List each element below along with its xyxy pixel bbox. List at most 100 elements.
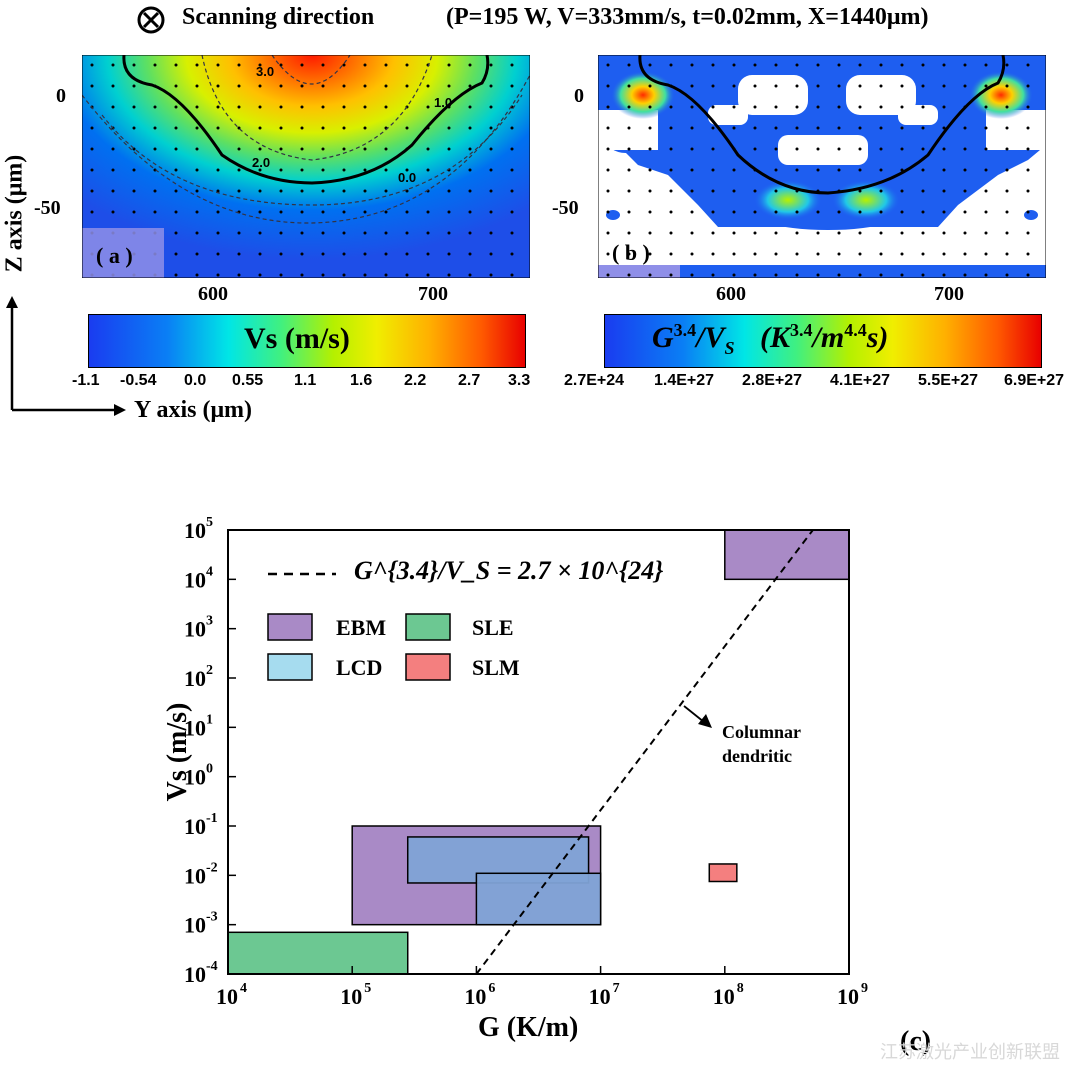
panel-b-colorbar xyxy=(604,314,1042,368)
panel-b-xtick-600: 600 xyxy=(716,283,746,305)
x-tick-label: 10 xyxy=(713,984,735,1009)
cb-b-title-mid: /V xyxy=(696,321,725,354)
cb-a-tick: 0.0 xyxy=(184,372,207,389)
panel-a-ytick-50: -50 xyxy=(34,197,61,219)
y-tick-label: 10 xyxy=(184,913,206,938)
cb-a-tick: 0.55 xyxy=(232,372,264,389)
x-tick-label: 10 xyxy=(589,984,611,1009)
process-parameters: (P=195 W, V=333mm/s, t=0.02mm, X=1440μm) xyxy=(446,4,929,30)
cb-a-tick: 1.1 xyxy=(294,372,317,389)
panel-a-heatmap xyxy=(82,55,530,278)
cb-b-tick: 5.5E+27 xyxy=(918,372,979,389)
y-tick-label: 10 xyxy=(184,617,206,642)
legend-line-label: G^{3.4}/V_S = 2.7 × 10^{24} xyxy=(354,556,663,586)
y-tick-exp: -4 xyxy=(206,959,218,974)
legend-sle-swatch xyxy=(405,613,451,641)
cb-a-tick: 2.2 xyxy=(404,372,427,389)
x-tick-exp: 4 xyxy=(240,981,247,996)
region-ebm xyxy=(724,529,850,581)
region-slm xyxy=(708,863,738,883)
legend-lcd-swatch xyxy=(267,653,313,681)
annotation-arrow-head xyxy=(698,714,712,728)
panel-b-heatmap xyxy=(598,55,1046,278)
plot-frame xyxy=(227,529,850,975)
cb-b-title-unit-mid: /m xyxy=(812,321,845,354)
y-tick-exp: -1 xyxy=(206,811,218,826)
x-tick-exp: 5 xyxy=(364,981,371,996)
cb-a-tick: 1.6 xyxy=(350,372,373,389)
panel-a-xtick-600: 600 xyxy=(198,283,228,305)
y-tick-label: 10 xyxy=(184,765,206,790)
annotation-columnar: Columnar xyxy=(722,722,802,742)
x-tick-exp: 6 xyxy=(488,981,495,996)
y-axis-label: Y axis (μm) xyxy=(134,397,253,423)
panel-c-xlabel: G (K/m) xyxy=(478,1012,579,1043)
cb-b-tick: 1.4E+27 xyxy=(654,372,715,389)
panel-a-xtick-700: 700 xyxy=(418,283,448,305)
region-lcd xyxy=(475,872,602,926)
y-tick-exp: 5 xyxy=(206,515,213,530)
y-tick-label: 10 xyxy=(184,518,206,543)
y-tick-label: 10 xyxy=(184,715,206,740)
cb-b-title-sub: S xyxy=(724,338,735,358)
panel-c-ylabel: Vs (m/s) xyxy=(162,702,193,802)
region-sle xyxy=(227,931,409,975)
cb-a-tick: 2.7 xyxy=(458,372,481,389)
x-tick-exp: 9 xyxy=(861,981,868,996)
cb-a-tick: -1.1 xyxy=(72,372,100,389)
x-tick-label: 10 xyxy=(340,984,362,1009)
y-tick-label: 10 xyxy=(184,567,206,592)
boundary-line xyxy=(475,529,814,975)
panel-a-colorbar-title: Vs (m/s) xyxy=(244,322,350,355)
panel-a-label: ( a ) xyxy=(96,243,133,268)
contour-label-1: 1.0 xyxy=(434,95,453,110)
legend-slm-swatch xyxy=(405,653,451,681)
cb-b-title-unit-open: (K xyxy=(760,321,791,354)
contour-label-2: 2.0 xyxy=(252,155,271,170)
cb-b-title-unit-sup1: 3.4 xyxy=(790,320,813,340)
y-tick-exp: 2 xyxy=(206,663,213,678)
legend-formula: G^{3.4}/V_S = 2.7 × 10^{24} xyxy=(354,556,664,585)
legend-sle-label: SLE xyxy=(472,615,514,640)
y-tick-exp: -2 xyxy=(206,860,218,875)
legend-ebm-swatch xyxy=(267,613,313,641)
cb-b-title-unit-close: s) xyxy=(866,321,889,354)
cb-b-tick: 2.7E+24 xyxy=(564,372,625,389)
cb-a-tick: 3.3 xyxy=(508,372,531,389)
y-tick-label: 10 xyxy=(184,666,206,691)
legend-slm-label: SLM xyxy=(472,655,520,680)
y-tick-label: 10 xyxy=(184,962,206,987)
scan-direction-label: Scanning direction xyxy=(182,4,375,30)
contour-label-0: 0.0 xyxy=(398,170,417,185)
y-tick-exp: 4 xyxy=(206,564,213,579)
panel-b-colorbar-title: G3.4/VS (K3.4/m4.4s) xyxy=(652,320,888,359)
panel-c-label: (c) xyxy=(900,1026,932,1057)
y-tick-exp: 1 xyxy=(206,712,213,727)
cb-b-title-g: G xyxy=(652,321,674,354)
panel-b-label: ( b ) xyxy=(612,240,650,265)
y-tick-label: 10 xyxy=(184,814,206,839)
axis-arrows xyxy=(6,296,126,416)
y-tick-label: 10 xyxy=(184,863,206,888)
legend-ebm-label: EBM xyxy=(336,615,387,640)
annotation-arrow-line xyxy=(683,705,705,723)
cb-b-title-unit-sup2: 4.4 xyxy=(844,320,867,340)
contour-label-3: 3.0 xyxy=(256,64,275,79)
annotation-dendritic: dendritic xyxy=(722,746,792,766)
panel-b-xtick-700: 700 xyxy=(934,283,964,305)
scan-direction-icon xyxy=(136,5,166,35)
y-tick-exp: -3 xyxy=(206,910,218,925)
legend-lcd-label: LCD xyxy=(336,655,383,680)
x-tick-label: 10 xyxy=(216,984,238,1009)
panel-b-ytick-50: -50 xyxy=(552,197,579,219)
panel-a-ytick-0: 0 xyxy=(56,85,66,107)
panel-b-ytick-0: 0 xyxy=(574,85,584,107)
x-tick-label: 10 xyxy=(837,984,859,1009)
cb-b-title-sup: 3.4 xyxy=(673,320,697,340)
y-tick-exp: 0 xyxy=(206,762,213,777)
x-tick-exp: 7 xyxy=(613,981,620,996)
panel-a-colorbar xyxy=(88,314,526,368)
panel-c-chart: 10 4 10 5 10 6 10 7 10 8 10 910 -410 -310 -210 -110 010 1… xyxy=(184,515,868,1009)
cb-b-tick: 4.1E+27 xyxy=(830,372,891,389)
cb-a-tick: -0.54 xyxy=(120,372,157,389)
